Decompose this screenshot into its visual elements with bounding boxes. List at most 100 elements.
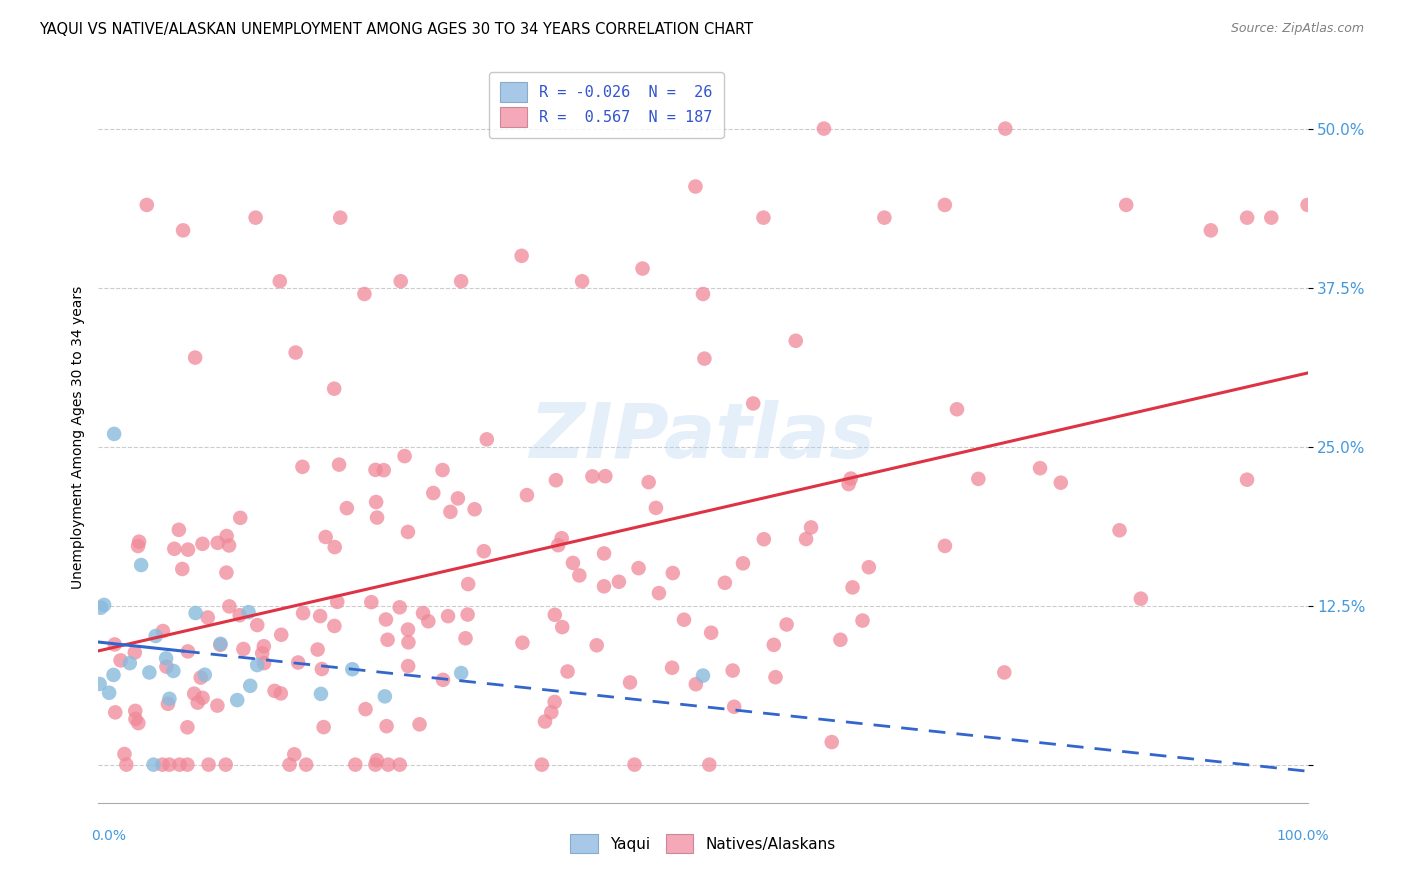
Point [311, 662, 333, 676]
Point [114, 747, 136, 761]
Point [270, 686, 292, 700]
Point [1296, 198, 1319, 212]
Point [627, 561, 650, 575]
Point [1260, 211, 1282, 225]
Point [472, 544, 495, 558]
Point [450, 274, 472, 288]
Point [534, 714, 557, 729]
Point [946, 402, 969, 417]
Point [323, 540, 346, 554]
Point [873, 211, 896, 225]
Point [607, 574, 630, 589]
Point [364, 463, 387, 477]
Point [207, 698, 229, 713]
Point [250, 646, 273, 660]
Point [364, 757, 387, 772]
Point [360, 595, 382, 609]
Point [1129, 591, 1152, 606]
Point [672, 613, 695, 627]
Point [309, 687, 332, 701]
Point [699, 757, 721, 772]
Point [209, 637, 232, 651]
Point [457, 607, 479, 622]
Point [245, 211, 267, 225]
Legend: Yaqui, Natives/Alaskans: Yaqui, Natives/Alaskans [562, 826, 844, 861]
Point [661, 566, 683, 580]
Point [218, 599, 240, 614]
Point [593, 579, 616, 593]
Point [307, 642, 329, 657]
Point [1236, 211, 1258, 225]
Point [692, 668, 714, 682]
Point [169, 757, 191, 772]
Point [723, 699, 745, 714]
Point [475, 433, 498, 447]
Point [197, 757, 219, 772]
Point [215, 757, 238, 772]
Point [194, 667, 217, 681]
Point [323, 382, 346, 396]
Point [312, 720, 335, 734]
Point [550, 531, 572, 545]
Point [447, 491, 470, 506]
Point [714, 575, 737, 590]
Point [821, 735, 844, 749]
Point [342, 662, 364, 676]
Point [439, 505, 461, 519]
Point [1115, 198, 1137, 212]
Point [464, 502, 486, 516]
Point [253, 656, 276, 670]
Point [595, 469, 617, 483]
Point [190, 671, 212, 685]
Point [685, 179, 707, 194]
Point [813, 121, 835, 136]
Point [253, 639, 276, 653]
Point [246, 618, 269, 632]
Point [315, 530, 337, 544]
Point [344, 757, 367, 772]
Point [551, 620, 574, 634]
Point [287, 656, 309, 670]
Point [661, 661, 683, 675]
Point [374, 612, 396, 626]
Point [422, 486, 444, 500]
Point [934, 539, 956, 553]
Point [291, 459, 314, 474]
Point [388, 757, 411, 772]
Point [138, 665, 160, 680]
Point [794, 532, 817, 546]
Point [412, 606, 434, 620]
Point [172, 223, 194, 237]
Point [700, 625, 723, 640]
Point [90, 600, 112, 615]
Point [516, 488, 538, 502]
Point [1029, 461, 1052, 475]
Point [162, 664, 184, 678]
Point [283, 747, 305, 762]
Point [396, 623, 419, 637]
Point [152, 624, 174, 638]
Point [269, 274, 291, 288]
Point [172, 562, 194, 576]
Point [765, 670, 787, 684]
Point [994, 121, 1017, 136]
Point [270, 628, 292, 642]
Point [191, 537, 214, 551]
Point [1236, 473, 1258, 487]
Point [366, 753, 388, 767]
Point [187, 696, 209, 710]
Point [135, 198, 157, 212]
Point [152, 757, 174, 772]
Point [329, 211, 352, 225]
Point [544, 607, 567, 622]
Point [619, 675, 641, 690]
Point [163, 541, 186, 556]
Point [183, 687, 205, 701]
Point [124, 646, 146, 660]
Point [454, 632, 477, 646]
Point [110, 653, 132, 667]
Point [510, 249, 533, 263]
Point [93, 598, 115, 612]
Point [336, 501, 359, 516]
Point [209, 638, 232, 652]
